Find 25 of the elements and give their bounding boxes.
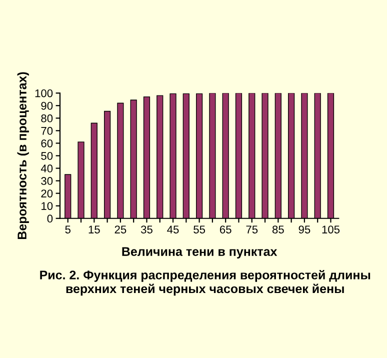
y-tick-label: 20 <box>41 190 53 198</box>
y-tick-label: 30 <box>41 177 53 185</box>
x-tick-label: 75 <box>246 226 258 234</box>
y-tick-label: 70 <box>41 126 53 135</box>
x-tick-label: 25 <box>114 226 126 234</box>
y-tick-label: 10 <box>42 202 53 210</box>
x-tick-label: 35 <box>140 226 152 234</box>
x-tick-label: 5 <box>65 226 70 234</box>
y-tick-label: 60 <box>41 139 53 148</box>
y-tick-label: 80 <box>41 114 53 122</box>
y-tick-label: 40 <box>40 164 53 172</box>
y-tick-label: 0 <box>47 214 53 223</box>
y-tick-label: 90 <box>41 102 53 110</box>
x-tick-label: 15 <box>88 226 100 234</box>
x-tick-label: 65 <box>220 226 232 234</box>
y-axis-title: Вероятность (в процентах) <box>17 72 29 240</box>
x-tick-label: 55 <box>194 226 206 234</box>
x-tick-label: 45 <box>167 226 179 234</box>
x-tick-label: 85 <box>272 226 284 234</box>
text: Рис. 2. Функция распределения вероятностей длины верхних теней черных часовых свечек йены <box>40 270 370 296</box>
x-axis-title: Величина тени в пунктах <box>122 247 278 258</box>
y-tick-label: 100 <box>35 89 53 98</box>
y-tick-label: 50 <box>41 152 53 160</box>
x-tick-label: 105 <box>322 226 340 234</box>
x-tick-label: 95 <box>298 226 310 234</box>
